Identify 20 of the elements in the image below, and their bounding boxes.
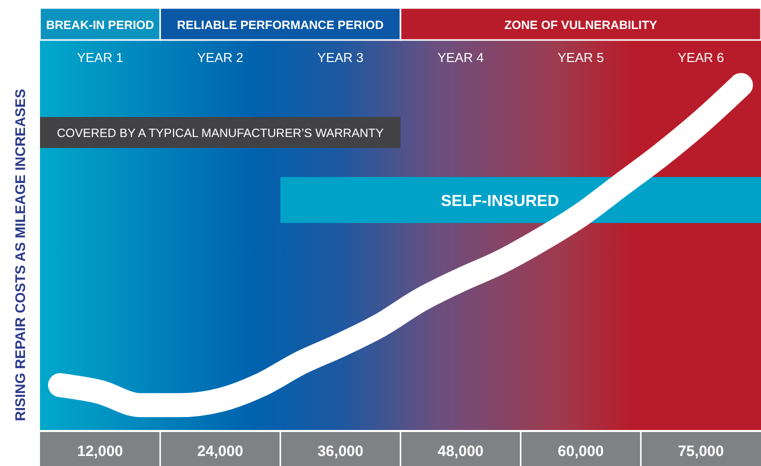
text: YEAR 5: [558, 50, 604, 65]
text: YEAR 4: [437, 50, 484, 65]
x-tick-label: 24,000: [197, 443, 244, 460]
period-banner: BREAK-IN PERIOD: [39, 7, 161, 41]
annotation: SELF-INSURED: [440, 193, 560, 210]
text: YEAR 2: [197, 50, 244, 65]
text: YEAR 6: [678, 50, 724, 65]
text: YEAR 3: [317, 50, 364, 65]
self-insured-banner: SELF-INSURED: [280, 177, 761, 223]
x-tick-label: 75,000: [678, 443, 724, 460]
text: YEAR 1: [76, 50, 124, 65]
x-tick-label: 36,000: [317, 443, 364, 460]
x-tick-label: 60,000: [558, 443, 604, 460]
warranty-banner: COVERED BY A TYPICAL MANUFACTURER’S WARRANTY: [40, 117, 400, 148]
y-axis-title: RISING REPAIR COSTS AS MILEAGE INCREASES: [12, 88, 28, 422]
x-tick-label: 12,000: [77, 443, 124, 460]
annotation: COVERED BY A TYPICAL MANUFACTURER’S WARRANTY: [56, 126, 384, 140]
period-banner: ZONE OF VULNERABILITY: [400, 7, 761, 41]
period-banner: RELIABLE PERFORMANCE PERIOD: [159, 7, 402, 41]
x-tick-label: 48,000: [438, 443, 484, 460]
